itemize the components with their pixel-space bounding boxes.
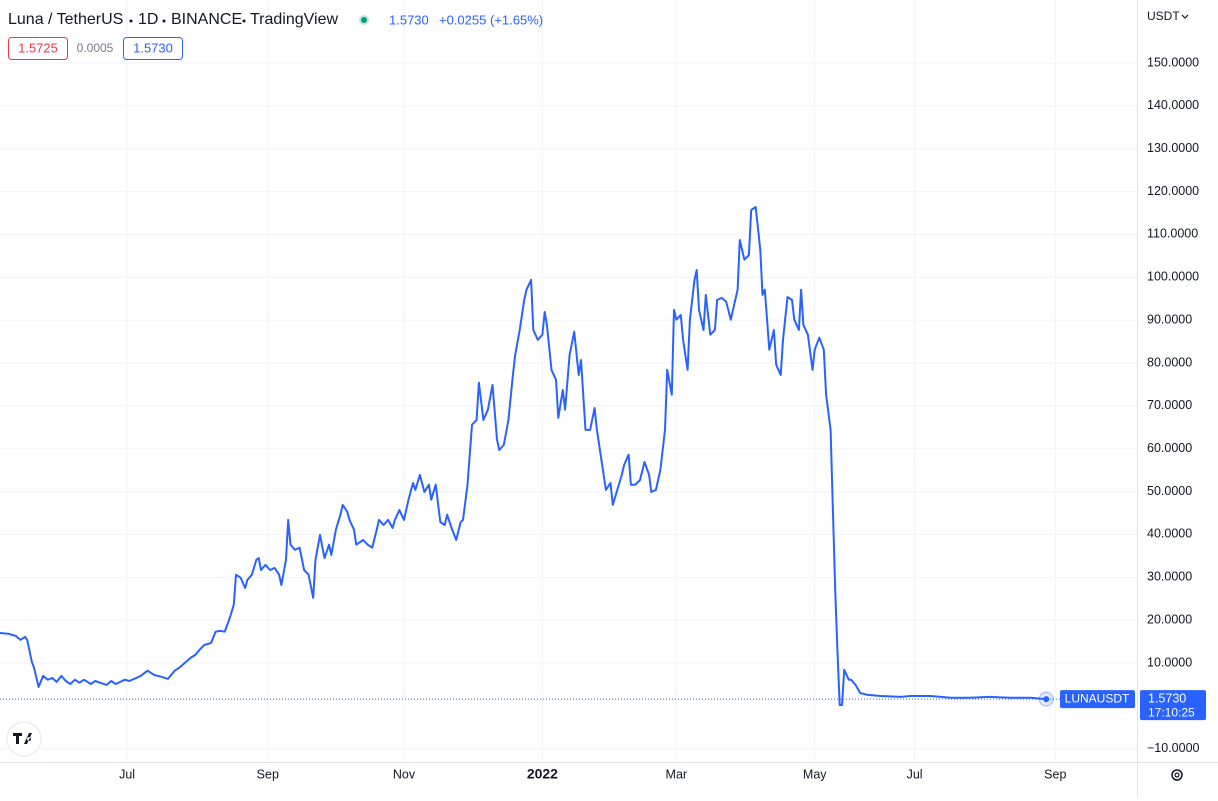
separator bbox=[242, 19, 246, 23]
bid-box[interactable] bbox=[8, 37, 68, 60]
price-change: +0.0255 (+1.65%) bbox=[439, 12, 543, 27]
x-tick-label: Nov bbox=[393, 767, 416, 781]
separator bbox=[129, 19, 133, 23]
plot bbox=[0, 206, 1137, 707]
currency[interactable]: USDT bbox=[1147, 9, 1180, 23]
y-tick-label: 150.0000 bbox=[1147, 55, 1199, 69]
separator bbox=[162, 19, 166, 23]
y-tick-label: 130.0000 bbox=[1147, 141, 1199, 155]
interval: 1D bbox=[138, 11, 158, 28]
settings-icon-center[interactable] bbox=[1174, 772, 1180, 778]
price-label: 1.5730 bbox=[1148, 691, 1186, 705]
y-tick-label: 80.0000 bbox=[1147, 355, 1192, 369]
bid[interactable]: 1.5725 bbox=[18, 40, 58, 55]
spread: 0.0005 bbox=[77, 41, 114, 55]
grid bbox=[0, 0, 1137, 762]
y-tick-label: 90.0000 bbox=[1147, 312, 1192, 326]
price-label-box bbox=[1140, 690, 1206, 721]
y-tick-label: 30.0000 bbox=[1147, 570, 1192, 584]
y-tick-label: 20.0000 bbox=[1147, 612, 1192, 626]
last-price: 1.5730 bbox=[389, 12, 429, 27]
settings-icon[interactable] bbox=[1171, 769, 1183, 781]
status-dot bbox=[361, 17, 367, 23]
y-tick-label: 40.0000 bbox=[1147, 527, 1192, 541]
x-tick-label: Jul bbox=[119, 767, 135, 781]
x-tick-label: 2022 bbox=[527, 766, 558, 782]
exchange: BINANCE bbox=[171, 11, 242, 28]
countdown: 17:10:25 bbox=[1148, 705, 1195, 719]
price-line bbox=[0, 206, 1047, 706]
y-tick-label: −10.0000 bbox=[1147, 741, 1200, 755]
x-tick-label: Sep bbox=[257, 767, 279, 781]
y-tick-label: 50.0000 bbox=[1147, 484, 1192, 498]
last-point bbox=[1043, 696, 1050, 703]
logo[interactable] bbox=[13, 733, 32, 744]
x-tick-label: Mar bbox=[666, 767, 688, 781]
y-tick-label: 120.0000 bbox=[1147, 184, 1199, 198]
ask[interactable]: 1.5730 bbox=[133, 40, 173, 55]
y-tick-label: 70.0000 bbox=[1147, 398, 1192, 412]
x-tick-label: May bbox=[803, 767, 827, 781]
y-tick-label: 100.0000 bbox=[1147, 270, 1199, 284]
logo-badge[interactable] bbox=[6, 721, 42, 757]
series-label-box bbox=[1060, 690, 1135, 709]
series-label: LUNAUSDT bbox=[1065, 691, 1130, 705]
x-tick-label: Sep bbox=[1044, 767, 1066, 781]
symbol: Luna / TetherUS bbox=[8, 11, 123, 28]
y-tick-label: 10.0000 bbox=[1147, 655, 1192, 669]
y-tick-label: 110.0000 bbox=[1147, 227, 1198, 241]
y-tick-label: 140.0000 bbox=[1147, 98, 1199, 112]
x-tick-label: Jul bbox=[907, 767, 923, 781]
ask-box[interactable] bbox=[123, 37, 183, 60]
source: TradingView bbox=[250, 11, 338, 28]
y-tick-label: 60.0000 bbox=[1147, 441, 1192, 455]
currency-chevron[interactable] bbox=[1181, 14, 1189, 19]
